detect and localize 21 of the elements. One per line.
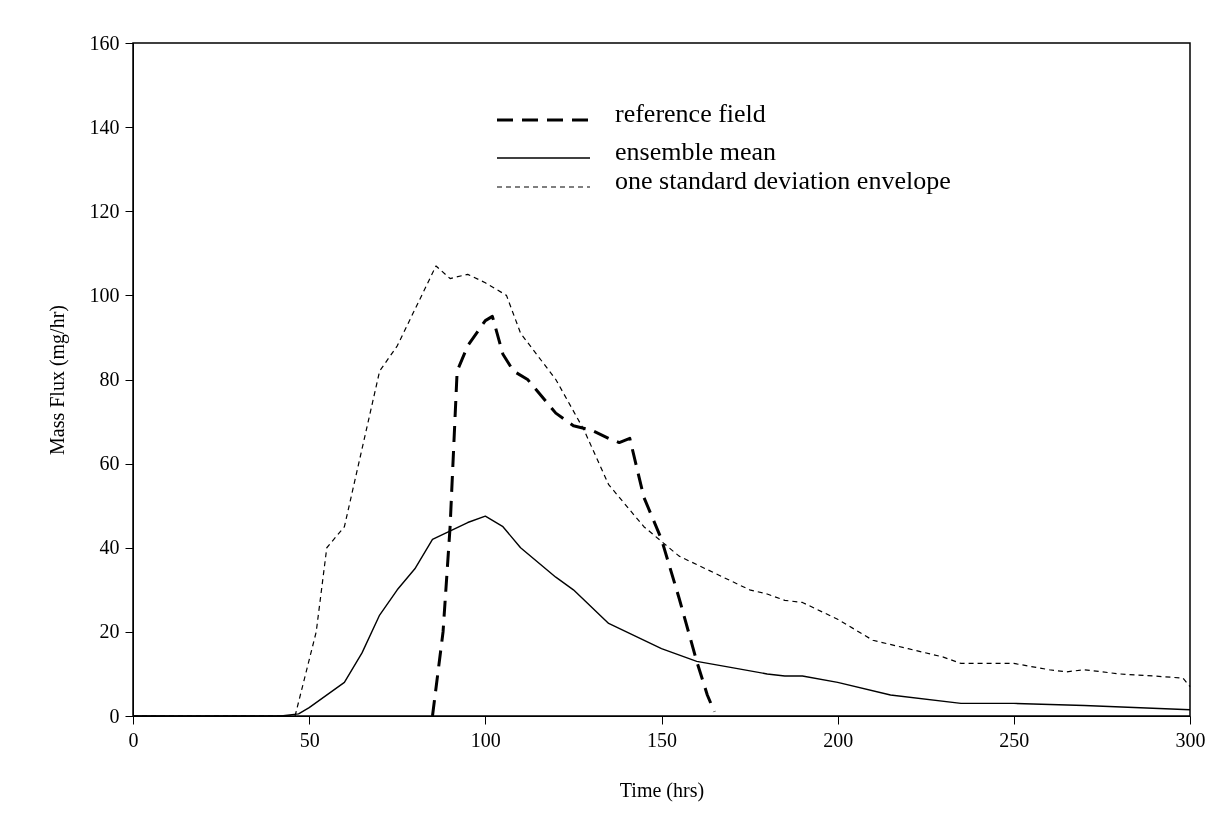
x-tick-label: 250: [999, 728, 1030, 751]
y-tick-label: 160: [89, 31, 120, 54]
legend-label: ensemble mean: [615, 137, 776, 166]
x-tick-label: 150: [647, 728, 677, 751]
legend-label: one standard deviation envelope: [615, 166, 951, 195]
x-tick-label: 50: [299, 728, 320, 751]
y-tick-label: 0: [109, 704, 120, 727]
y-tick-label: 100: [89, 283, 120, 306]
x-axis-title: Time (hrs): [619, 778, 705, 802]
y-tick-label: 60: [99, 452, 120, 475]
x-tick-label: 0: [128, 728, 139, 751]
x-tick-label: 200: [823, 728, 854, 751]
legend-label: reference field: [615, 99, 766, 128]
x-tick-label: 300: [1175, 728, 1206, 751]
y-tick-label: 120: [89, 199, 120, 222]
x-tick-label: 100: [470, 728, 501, 751]
y-axis-title: Mass Flux (mg/hr): [45, 305, 69, 455]
y-tick-label: 40: [99, 536, 120, 559]
y-tick-label: 20: [99, 620, 120, 643]
y-tick-label: 140: [89, 115, 120, 138]
y-tick-label: 80: [99, 368, 120, 390]
